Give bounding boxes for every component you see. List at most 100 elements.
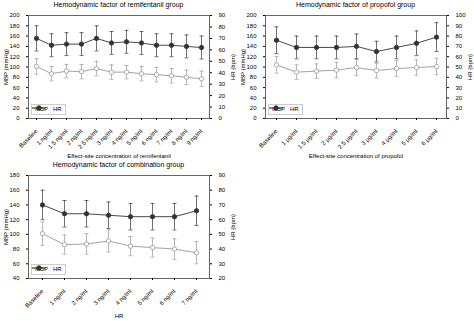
svg-text:0: 0 [456,115,460,121]
svg-text:0: 0 [253,115,257,121]
svg-text:1 μg/ml: 1 μg/ml [280,128,298,146]
svg-text:50: 50 [456,64,463,70]
svg-text:40: 40 [219,70,226,76]
svg-text:4 ng/ml: 4 ng/ml [114,288,132,306]
svg-text:6 ng/ml: 6 ng/ml [140,128,159,147]
svg-text:40: 40 [13,95,20,101]
svg-text:20: 20 [13,105,20,111]
svg-text:HR (bpm): HR (bpm) [230,54,236,80]
svg-text:30: 30 [456,85,463,91]
svg-text:0: 0 [219,115,223,121]
svg-text:30: 30 [219,81,226,87]
svg-text:3 μg/ml: 3 μg/ml [360,128,378,146]
svg-text:1.5 μg/ml: 1.5 μg/ml [297,128,319,150]
svg-text:120: 120 [246,54,257,60]
svg-text:160: 160 [9,33,20,39]
svg-text:80: 80 [13,246,20,252]
svg-text:40: 40 [250,95,257,101]
svg-text:20: 20 [219,275,226,281]
svg-text:70: 70 [456,43,463,49]
svg-text:60: 60 [250,85,257,91]
svg-text:20: 20 [456,95,463,101]
svg-text:180: 180 [9,23,20,29]
svg-text:0: 0 [16,115,20,121]
svg-text:60: 60 [456,54,463,60]
svg-text:200: 200 [246,12,257,18]
svg-text:40: 40 [456,74,463,80]
svg-text:40: 40 [219,246,226,252]
svg-text:30: 30 [219,261,226,267]
svg-text:80: 80 [219,187,226,193]
svg-text:2 ng/ml: 2 ng/ml [70,288,88,306]
svg-text:90: 90 [219,12,226,18]
svg-text:5 ng/ml: 5 ng/ml [125,128,144,147]
svg-text:2 μg/ml: 2 μg/ml [320,128,338,146]
svg-text:5 μg/ml: 5 μg/ml [400,128,418,146]
svg-text:9 ng/ml: 9 ng/ml [185,128,203,146]
svg-text:Baseline: Baseline [258,128,279,149]
svg-text:100: 100 [9,231,20,237]
svg-text:140: 140 [9,43,20,49]
html-text:Hemodynamic factor of remifent: Hemodynamic factor of remifentanil group [53,1,184,8]
svg-text:60: 60 [13,85,20,91]
svg-text:2.5 μg/ml: 2.5 μg/ml [337,128,359,150]
svg-text:50: 50 [219,58,226,64]
html-text:Hemodynamic factor of propofol: Hemodynamic factor of propofol group [296,1,415,8]
svg-text:3 ng/ml: 3 ng/ml [92,288,110,306]
svg-text:Baseline: Baseline [18,128,39,149]
svg-text:Effect-site concentration of r: Effect-site concentration of remifentani… [67,153,171,159]
svg-text:80: 80 [456,33,463,39]
svg-text:3 ng/ml: 3 ng/ml [95,128,114,147]
html-text:Hemodynamic factor of combinat: Hemodynamic factor of combination group [52,161,185,168]
svg-text:20: 20 [219,93,226,99]
svg-text:60: 60 [13,261,20,267]
svg-text:60: 60 [219,217,226,223]
svg-text:160: 160 [246,33,257,39]
svg-text:80: 80 [13,74,20,80]
svg-text:40: 40 [13,275,20,281]
svg-text:8 ng/ml: 8 ng/ml [170,128,189,147]
svg-text:90: 90 [456,23,463,29]
svg-text:HR (bpm): HR (bpm) [230,214,236,240]
svg-text:180: 180 [246,23,257,29]
svg-text:1.5 ng/ml: 1.5 ng/ml [47,128,69,150]
svg-text:20: 20 [250,105,257,111]
svg-text:HR: HR [115,313,124,319]
svg-text:140: 140 [9,202,20,208]
svg-text:100: 100 [456,12,467,18]
svg-text:MBP (mmHg): MBP (mmHg) [240,49,246,85]
svg-text:100: 100 [9,64,20,70]
svg-text:60: 60 [219,47,226,53]
svg-text:160: 160 [9,187,20,193]
svg-text:1 ng/ml: 1 ng/ml [35,128,54,147]
svg-text:7 ng/ml: 7 ng/ml [155,128,174,147]
svg-text:70: 70 [219,202,226,208]
svg-text:80: 80 [219,24,226,30]
svg-text:Baseline: Baseline [24,288,45,309]
svg-text:Effect-site concentration of p: Effect-site concentration of propofol [309,153,403,159]
svg-text:120: 120 [9,54,20,60]
svg-text:180: 180 [9,172,20,178]
svg-text:100: 100 [246,64,257,70]
svg-text:200: 200 [9,12,20,18]
svg-text:90: 90 [219,172,226,178]
svg-text:10: 10 [219,104,226,110]
svg-text:6 ng/ml: 6 ng/ml [158,288,176,306]
svg-text:MBP (mmHg): MBP (mmHg) [3,49,9,85]
svg-text:6 μg/ml: 6 μg/ml [420,128,438,146]
svg-text:2 ng/ml: 2 ng/ml [65,128,84,147]
svg-text:70: 70 [219,35,226,41]
svg-text:140: 140 [246,43,257,49]
svg-text:4 μg/ml: 4 μg/ml [380,128,398,146]
svg-text:50: 50 [219,231,226,237]
svg-text:4 ng/ml: 4 ng/ml [110,128,129,147]
svg-text:5 ng/ml: 5 ng/ml [136,288,154,306]
svg-text:MBP (mmHg): MBP (mmHg) [3,209,9,245]
svg-text:10: 10 [456,105,463,111]
svg-text:HR (bpm): HR (bpm) [467,54,473,80]
svg-text:120: 120 [9,217,20,223]
svg-text:7 ng/ml: 7 ng/ml [180,288,198,306]
svg-text:80: 80 [250,74,257,80]
svg-text:2.5 ng/ml: 2.5 ng/ml [77,128,99,150]
svg-text:1 ng/ml: 1 ng/ml [48,288,66,306]
